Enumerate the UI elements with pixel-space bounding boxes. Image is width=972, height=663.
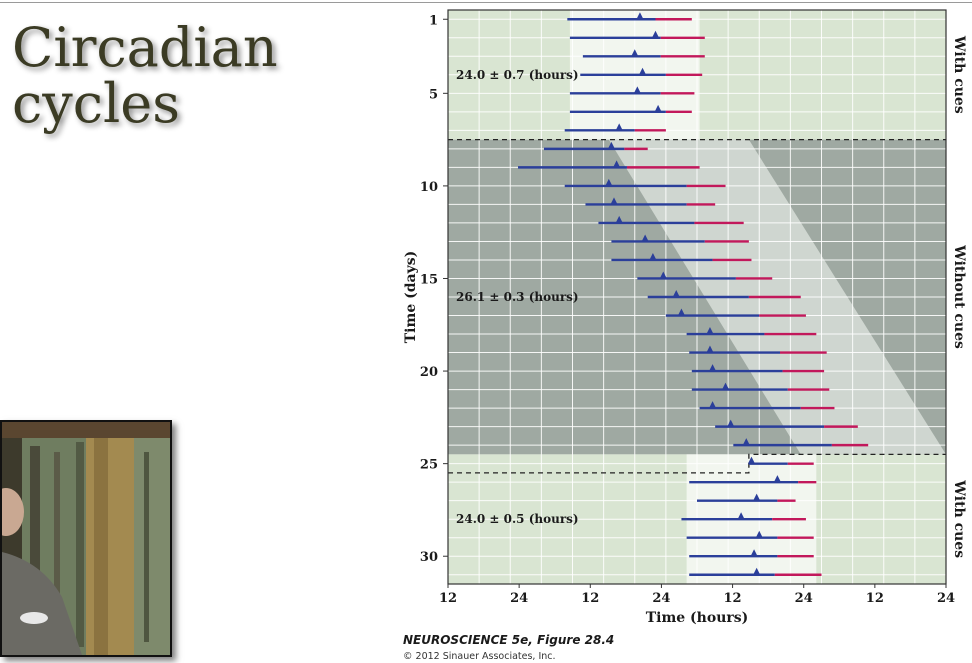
- onset-marker-day-8: [607, 141, 615, 149]
- onset-marker-day-18: [706, 327, 714, 335]
- slide-title-line2: cycles: [12, 72, 180, 135]
- onset-marker-day-20: [709, 364, 717, 372]
- y-tick-label: 1: [429, 13, 438, 28]
- y-tick-label: 15: [420, 272, 438, 287]
- y-tick-label: 30: [420, 550, 438, 565]
- x-tick-label: 24: [937, 591, 955, 606]
- onset-marker-day-5: [633, 86, 641, 94]
- x-tick-label: 12: [439, 591, 457, 606]
- period-annotation: 24.0 ± 0.7 (hours): [456, 68, 579, 82]
- figure-caption: NEUROSCIENCE 5e, Figure 28.4: [403, 633, 615, 647]
- period-annotation: 26.1 ± 0.3 (hours): [456, 290, 579, 304]
- slide-title: Circadian cycles: [12, 20, 278, 132]
- onset-marker-day-7: [615, 123, 623, 131]
- onset-marker-day-10: [605, 178, 613, 186]
- onset-marker-day-28: [737, 512, 745, 520]
- onset-marker-day-3: [631, 49, 639, 57]
- onset-marker-day-17: [677, 308, 685, 316]
- onset-marker-day-6: [654, 104, 662, 112]
- onset-marker-day-22: [709, 401, 717, 409]
- onset-marker-day-2: [652, 30, 659, 38]
- copyright-text: © 2012 Sinauer Associates, Inc.: [403, 651, 556, 662]
- x-tick-label: 24: [510, 591, 528, 606]
- onset-marker-day-13: [641, 234, 649, 242]
- onset-marker-day-4: [639, 67, 647, 75]
- x-tick-label: 12: [866, 591, 884, 606]
- onset-marker-day-25: [747, 456, 755, 464]
- y-tick-label: 5: [429, 87, 438, 102]
- onset-marker-day-15: [659, 271, 667, 279]
- onset-marker-day-29: [755, 530, 763, 538]
- onset-marker-day-26: [773, 475, 781, 483]
- onset-marker-day-27: [753, 493, 761, 501]
- top-divider: [0, 2, 972, 3]
- y-tick-label: 20: [420, 365, 438, 380]
- x-tick-label: 12: [581, 591, 599, 606]
- onset-marker-day-11: [610, 197, 618, 205]
- onset-marker-day-9: [613, 160, 621, 168]
- period-annotation: 24.0 ± 0.5 (hours): [456, 512, 579, 526]
- onset-marker-day-14: [649, 252, 657, 260]
- onset-marker-day-16: [672, 290, 680, 297]
- x-tick-label: 12: [724, 591, 742, 606]
- onset-marker-day-21: [722, 382, 730, 390]
- presenter-video-icon: [2, 422, 170, 655]
- y-tick-label: 25: [420, 458, 438, 473]
- onset-marker-day-30: [750, 549, 758, 557]
- x-tick-label: 24: [795, 591, 813, 606]
- y-tick-label: 10: [420, 180, 438, 195]
- phase-label: With cues: [951, 35, 967, 114]
- slide-title-line1: Circadian: [12, 16, 278, 79]
- onset-marker-day-23: [727, 419, 735, 427]
- onset-marker-day-24: [742, 438, 750, 446]
- y-axis-label: Time (days): [403, 251, 419, 343]
- webcam-video: [0, 420, 172, 657]
- phase-label: Without cues: [951, 244, 967, 349]
- x-axis-label: Time (hours): [646, 610, 749, 626]
- onset-marker-day-12: [615, 215, 623, 223]
- onset-marker-day-19: [706, 345, 714, 353]
- phase-label: With cues: [951, 479, 967, 558]
- plot-frame: [447, 9, 947, 585]
- x-tick-label: 24: [652, 591, 670, 606]
- onset-marker-day-1: [636, 12, 644, 20]
- onset-marker-day-31: [753, 567, 761, 575]
